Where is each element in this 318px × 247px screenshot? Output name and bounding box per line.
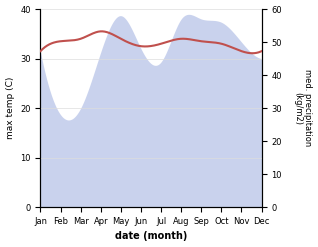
X-axis label: date (month): date (month) [115, 231, 187, 242]
Y-axis label: med. precipitation
(kg/m2): med. precipitation (kg/m2) [293, 69, 313, 147]
Y-axis label: max temp (C): max temp (C) [5, 77, 15, 139]
